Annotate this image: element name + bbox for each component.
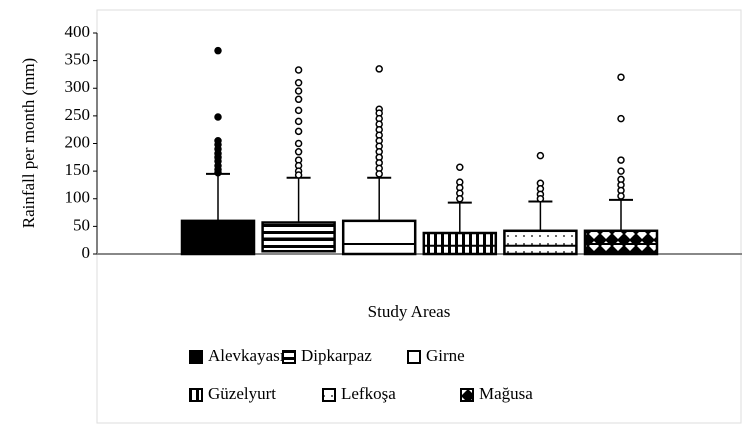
legend-swatch bbox=[189, 350, 203, 364]
outlier bbox=[617, 192, 625, 200]
outlier bbox=[456, 195, 464, 203]
box bbox=[583, 229, 659, 256]
outlier bbox=[294, 139, 303, 148]
y-tick-label: 150 bbox=[65, 160, 91, 179]
legend-label: Mağusa bbox=[479, 384, 533, 403]
legend-swatch bbox=[460, 388, 474, 402]
y-tick-label: 350 bbox=[65, 50, 91, 69]
legend-swatch bbox=[407, 350, 421, 364]
outlier bbox=[617, 73, 625, 81]
outlier bbox=[617, 156, 625, 164]
y-tick-label: 250 bbox=[65, 105, 91, 124]
outlier bbox=[375, 65, 383, 73]
legend-label: Alevkayası bbox=[208, 346, 285, 365]
outlier bbox=[294, 95, 303, 104]
outlier bbox=[294, 171, 303, 179]
legend-label: Güzelyurt bbox=[208, 384, 276, 403]
y-tick-label: 300 bbox=[65, 77, 91, 96]
outlier bbox=[536, 195, 545, 203]
legend-label: Lefkoşa bbox=[341, 384, 396, 403]
legend-label: Girne bbox=[426, 346, 465, 365]
y-tick-label: 50 bbox=[73, 215, 90, 234]
y-tick-label: 100 bbox=[65, 188, 91, 207]
y-axis-label: Rainfall per month (mm) bbox=[19, 58, 38, 228]
outlier bbox=[617, 167, 625, 175]
y-tick-label: 0 bbox=[82, 243, 91, 262]
outlier bbox=[536, 151, 545, 160]
outlier bbox=[375, 170, 383, 178]
legend-swatch bbox=[322, 388, 336, 402]
outlier bbox=[214, 169, 222, 177]
outlier bbox=[294, 78, 303, 87]
outlier bbox=[294, 148, 303, 156]
outlier bbox=[456, 163, 464, 172]
outlier bbox=[294, 117, 303, 126]
box bbox=[422, 231, 498, 256]
legend-swatch bbox=[189, 388, 203, 402]
outlier bbox=[294, 66, 303, 74]
outlier bbox=[294, 127, 303, 136]
outlier bbox=[294, 87, 303, 95]
outlier bbox=[214, 113, 222, 121]
box bbox=[261, 221, 336, 253]
outlier bbox=[214, 46, 222, 55]
box bbox=[341, 219, 417, 256]
y-tick-label: 200 bbox=[65, 132, 91, 151]
legend-label: Dipkarpaz bbox=[301, 346, 372, 365]
box bbox=[180, 219, 256, 256]
y-tick-label: 400 bbox=[65, 22, 91, 41]
outlier bbox=[294, 106, 303, 115]
legend-swatch bbox=[282, 350, 296, 364]
outlier bbox=[617, 114, 625, 123]
x-axis-label: Study Areas bbox=[368, 302, 451, 321]
box bbox=[503, 229, 578, 256]
